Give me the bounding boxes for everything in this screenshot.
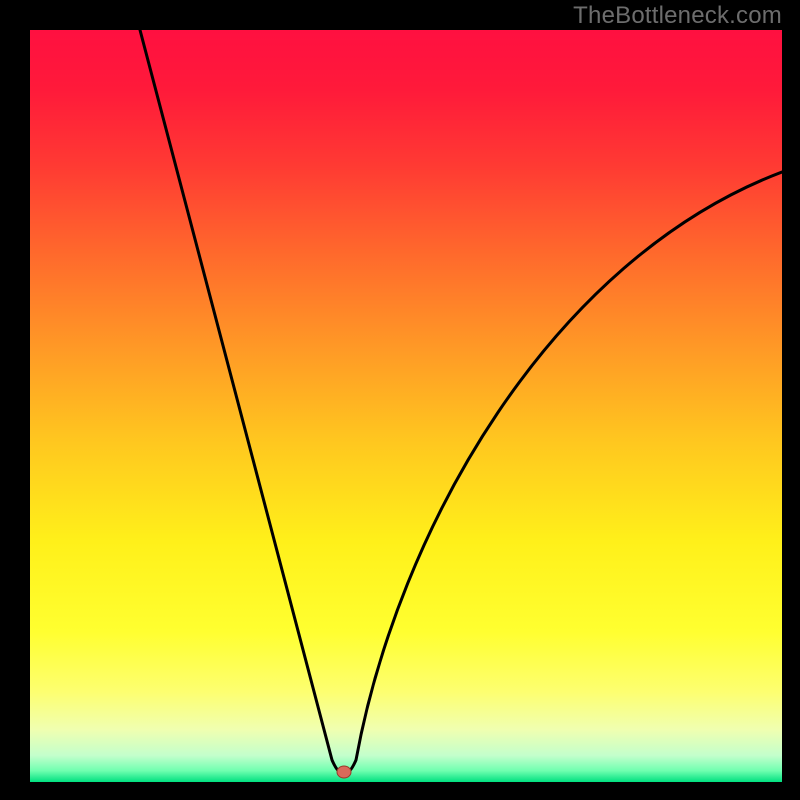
bottleneck-chart [0, 0, 800, 800]
plot-background [30, 30, 782, 782]
optimum-marker [337, 766, 351, 778]
watermark-text: TheBottleneck.com [573, 2, 782, 30]
chart-frame: TheBottleneck.com [0, 0, 800, 800]
